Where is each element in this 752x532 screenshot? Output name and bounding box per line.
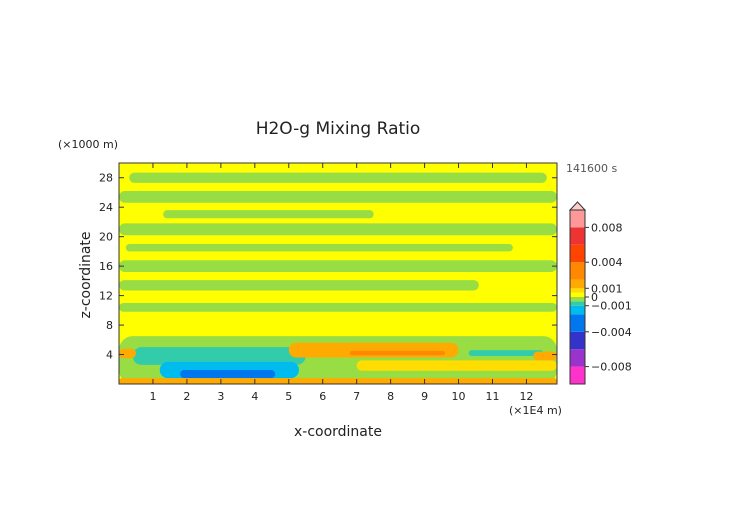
heatmap-region <box>349 350 445 356</box>
colorbar-segment <box>570 210 585 228</box>
colorbar-segment <box>570 288 585 293</box>
y-axis-label: z-coordinate <box>78 231 94 318</box>
heatmap-region <box>129 172 547 183</box>
x-tick-label: 11 <box>485 390 499 403</box>
heatmap-field <box>119 163 557 384</box>
colorbar-segment <box>570 314 585 332</box>
y-tick-label: 4 <box>106 349 113 362</box>
colorbar-segment <box>570 301 585 306</box>
x-tick-label: 1 <box>149 390 156 403</box>
colorbar-segment <box>570 262 585 280</box>
x-tick-label: 12 <box>519 390 533 403</box>
heatmap-region <box>468 350 544 357</box>
x-tick-label: 9 <box>421 390 428 403</box>
colorbar-segment <box>570 227 585 245</box>
colorbar-segment <box>570 244 585 263</box>
colorbar-segment <box>570 279 585 289</box>
colorbar-tick-label: 0.008 <box>591 221 623 234</box>
colorbar-segment <box>570 305 585 315</box>
y-tick-label: 20 <box>99 231 113 244</box>
heatmap-region <box>119 190 557 203</box>
heatmap-region <box>180 370 276 379</box>
heatmap-region <box>125 244 513 252</box>
colorbar-segment <box>570 331 585 350</box>
colorbar-tick-label: 0.004 <box>591 256 623 269</box>
chart-title: H2O-g Mixing Ratio <box>256 119 421 139</box>
y-axis: 4 8 12 16 20 24 28 <box>99 172 557 362</box>
y-tick-label: 24 <box>99 201 113 214</box>
y-tick-label: 28 <box>99 172 113 185</box>
time-label: 141600 s <box>566 162 617 175</box>
heatmap-region <box>119 280 479 291</box>
heatmap-region <box>356 360 557 371</box>
x-tick-label: 6 <box>319 390 326 403</box>
heatmap-region <box>163 210 374 219</box>
x-tick-label: 7 <box>353 390 360 403</box>
colorbar-segment <box>570 366 585 384</box>
colorbar-tick-label: −0.004 <box>591 326 632 339</box>
x-tick-label: 2 <box>183 390 190 403</box>
heatmap-region <box>119 348 136 359</box>
colorbar-segment <box>570 349 585 367</box>
colorbar-tick-label: −0.001 <box>591 300 632 313</box>
colorbar-segment <box>570 292 585 297</box>
x-axis: 1 2 3 4 5 6 7 8 9 10 11 12 <box>149 163 533 403</box>
x-tick-label: 10 <box>452 390 466 403</box>
heatmap-region <box>533 351 557 361</box>
x-axis-label: x-coordinate <box>294 424 382 440</box>
colorbar-tick-label: 0.001 <box>591 282 623 295</box>
y-unit-label: (×1000 m) <box>58 138 118 151</box>
colorbar-tick-label: 0 <box>591 291 598 304</box>
x-unit-label: (×1E4 m) <box>509 404 562 417</box>
y-tick-label: 12 <box>99 290 113 303</box>
y-tick-label: 16 <box>99 260 113 273</box>
heatmap-region <box>119 302 557 312</box>
colorbar-arrow <box>568 201 587 211</box>
heatmap-region <box>119 223 557 236</box>
heatmap-region <box>119 378 557 384</box>
colorbar-tick-label: −0.008 <box>591 361 632 374</box>
y-tick-label: 8 <box>106 319 113 332</box>
x-tick-label: 3 <box>217 390 224 403</box>
heatmap-region <box>119 260 557 273</box>
colorbar-segment <box>570 297 585 302</box>
x-tick-label: 4 <box>251 390 258 403</box>
heatmap-region <box>132 347 306 365</box>
plot-frame <box>118 162 558 385</box>
x-tick-label: 8 <box>387 390 394 403</box>
x-tick-label: 5 <box>285 390 292 403</box>
